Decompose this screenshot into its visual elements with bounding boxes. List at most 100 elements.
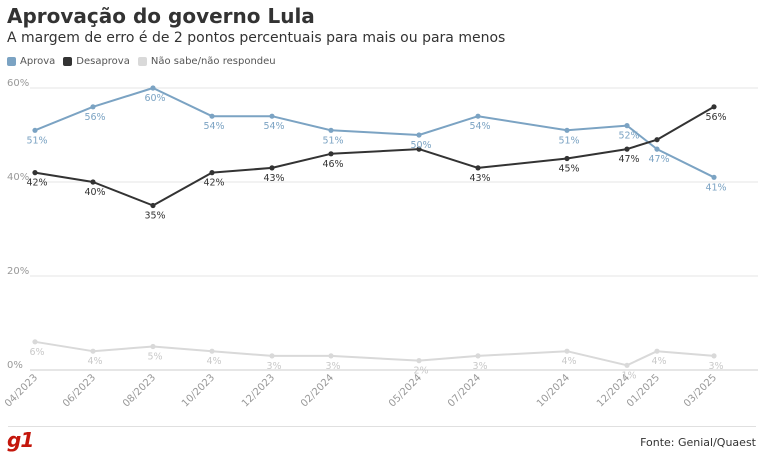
legend-label-aprova: Aprova [20, 56, 56, 67]
legend: Aprova Desaprova Não sabe/não respondeu [7, 56, 276, 67]
legend-item-desaprova[interactable]: Desaprova [63, 56, 130, 67]
data-label-nao-sabe: 5% [147, 352, 162, 363]
data-point-aprova [150, 85, 156, 91]
data-point-desaprova [564, 155, 570, 162]
series-line-desaprova [34, 105, 715, 207]
series-line-aprova [34, 87, 715, 179]
data-point-aprova [209, 113, 215, 119]
data-label-desaprova: 42% [26, 178, 47, 189]
data-label-aprova: 52% [618, 131, 639, 142]
data-label-desaprova: 56% [705, 112, 726, 123]
data-label-desaprova: 43% [469, 173, 490, 184]
data-point-aprova [32, 127, 38, 133]
data-point-desaprova [475, 165, 481, 171]
legend-swatch-nao-sabe [137, 57, 147, 66]
data-label-nao-sabe: 6% [29, 347, 44, 358]
data-point-aprova [564, 127, 570, 133]
series-line-nao-sabe [34, 340, 715, 367]
data-point-aprova [654, 146, 660, 152]
x-tick-label: 03/2025 [682, 372, 719, 409]
data-point-nao-sabe [416, 358, 422, 364]
data-point-aprova [90, 104, 96, 110]
line-chart: 0% 20% 40% 60% 04/2023 06/2023 08/2023 10/2023 1… [3, 78, 758, 409]
data-label-desaprova: 45% [558, 164, 579, 175]
data-point-nao-sabe [564, 348, 570, 354]
data-label-aprova: 51% [26, 135, 47, 146]
data-label-desaprova: 47% [618, 154, 639, 165]
data-label-nao-sabe: 4% [87, 356, 102, 367]
data-label-aprova: 47% [648, 154, 669, 165]
data-label-aprova: 54% [469, 121, 490, 132]
legend-item-nao-sabe[interactable]: Não sabe/não respondeu [137, 56, 276, 67]
y-tick-label: 0% [7, 360, 23, 371]
data-label-aprova: 51% [558, 135, 579, 146]
data-label-aprova: 56% [84, 112, 105, 123]
data-label-aprova: 60% [144, 93, 165, 104]
footer-divider [8, 426, 756, 427]
y-tick-label: 40% [7, 172, 29, 183]
x-tick-label: 04/2023 [3, 372, 40, 409]
data-point-aprova [475, 113, 481, 119]
g1-logo: g1 [7, 428, 34, 452]
y-tick-label: 20% [7, 266, 29, 277]
data-point-nao-sabe [654, 348, 660, 354]
data-point-desaprova [416, 146, 422, 152]
data-label-aprova: 50% [410, 140, 431, 151]
data-point-desaprova [269, 165, 275, 171]
data-label-aprova: 51% [322, 135, 343, 146]
data-point-aprova [711, 174, 717, 180]
x-tick-label: 12/2023 [240, 372, 277, 409]
data-point-nao-sabe [711, 353, 717, 359]
legend-item-aprova[interactable]: Aprova [7, 56, 55, 67]
data-label-nao-sabe: 4% [651, 356, 666, 367]
legend-label-nao-sabe: Não sabe/não respondeu [150, 56, 276, 67]
data-point-nao-sabe [150, 343, 156, 350]
data-label-aprova: 54% [203, 121, 224, 132]
data-point-desaprova [711, 104, 717, 110]
x-tick-label: 07/2024 [446, 372, 483, 409]
data-point-desaprova [328, 151, 334, 157]
data-point-desaprova [150, 202, 156, 209]
x-tick-label: 10/2024 [535, 372, 572, 409]
data-point-nao-sabe [475, 353, 481, 359]
data-label-nao-sabe: 3% [325, 361, 340, 372]
chart-title: Aprovação do governo Lula [7, 4, 315, 28]
data-point-nao-sabe [624, 362, 630, 368]
data-label-aprova: 54% [263, 121, 284, 132]
data-point-desaprova [624, 146, 630, 152]
data-point-nao-sabe [328, 353, 334, 359]
data-point-desaprova [209, 170, 215, 176]
data-label-desaprova: 40% [84, 187, 105, 198]
data-point-nao-sabe [269, 353, 275, 359]
y-tick-label: 60% [7, 78, 29, 89]
data-point-nao-sabe [90, 348, 96, 354]
data-point-aprova [328, 127, 334, 133]
data-label-nao-sabe: 4% [206, 356, 221, 367]
data-label-nao-sabe: 3% [472, 361, 487, 372]
legend-swatch-aprova [7, 57, 16, 66]
data-point-aprova [416, 132, 422, 138]
legend-swatch-desaprova [63, 57, 73, 66]
data-label-desaprova: 35% [144, 211, 165, 222]
x-tick-label: 05/2024 [387, 372, 424, 409]
chart-subtitle: A margem de erro é de 2 pontos percentua… [7, 30, 506, 46]
data-point-desaprova [32, 170, 38, 176]
data-label-nao-sabe: 2% [413, 366, 428, 377]
data-label-nao-sabe: 1% [621, 370, 636, 381]
x-tick-label: 10/2023 [180, 372, 217, 409]
x-tick-label: 02/2024 [299, 372, 336, 409]
data-label-desaprova: 46% [322, 159, 343, 170]
data-point-nao-sabe [209, 348, 215, 354]
data-label-desaprova: 43% [263, 173, 284, 184]
x-tick-label: 06/2023 [61, 372, 98, 409]
x-tick-label: 08/2023 [121, 372, 158, 409]
data-point-aprova [269, 113, 275, 119]
data-label-nao-sabe: 4% [561, 356, 576, 367]
data-point-nao-sabe [32, 339, 38, 345]
data-label-nao-sabe: 3% [708, 361, 723, 372]
data-label-desaprova: 42% [203, 178, 224, 189]
legend-label-desaprova: Desaprova [76, 56, 130, 67]
source-note: Fonte: Genial/Quaest [640, 436, 756, 449]
data-point-aprova [624, 123, 630, 129]
data-label-aprova: 41% [705, 182, 726, 193]
